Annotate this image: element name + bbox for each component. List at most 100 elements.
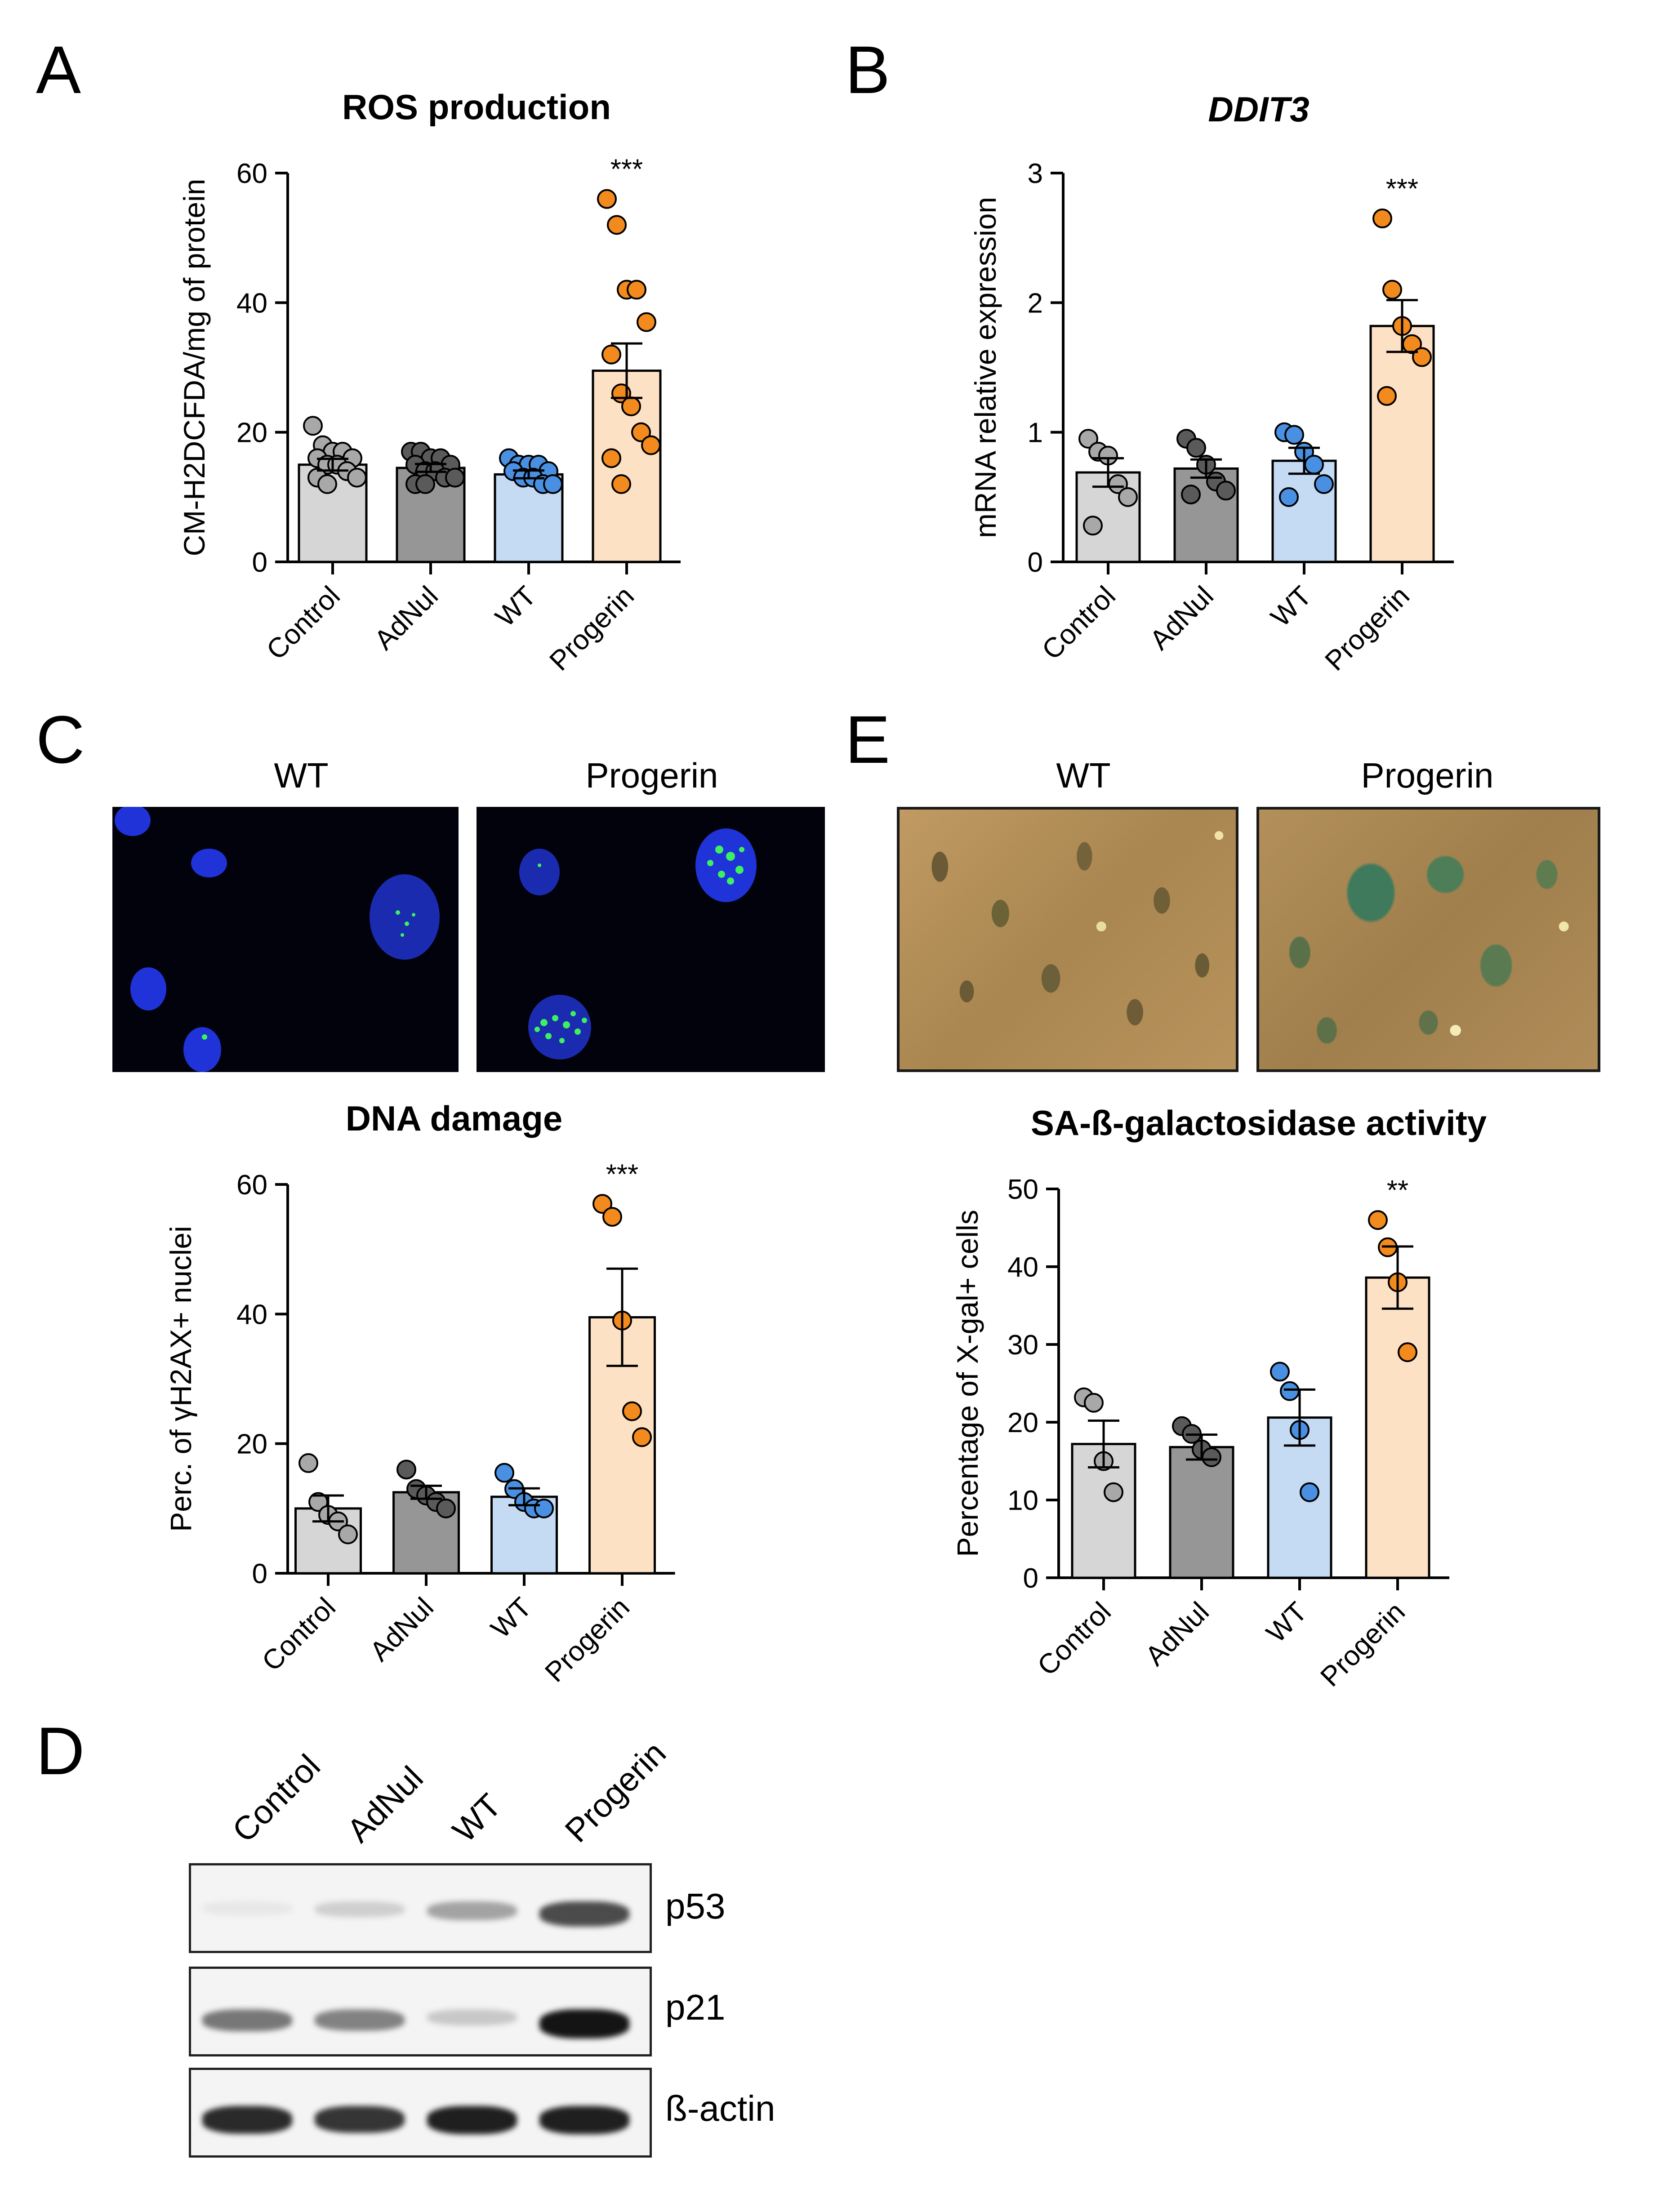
blot-strip-beta-actin [189,2068,652,2158]
dna-damage-focus [412,913,415,917]
y-tick-label: 2 [1028,288,1043,319]
data-point-progerin [601,344,621,365]
y-tick-label: 3 [1028,158,1043,189]
data-point-wt [1279,487,1299,507]
nucleus [191,849,227,877]
dna-damage-focus [535,1027,540,1032]
blot-strip-p53 [189,1863,652,1953]
data-point-control [298,1453,318,1473]
blot-band [202,2009,292,2032]
data-point-progerin [597,189,617,209]
y-tick-label: 30 [1007,1330,1038,1361]
y-tick-label: 0 [252,547,267,578]
dna-damage-focus [540,1019,548,1026]
blot-band [315,2009,405,2031]
x-tick-label-adnul: AdNul [1140,1596,1215,1672]
y-tick-label: 20 [236,1429,267,1460]
data-point-progerin [627,280,646,300]
image-c-left-label: WT [274,756,329,795]
data-point-wt [1304,454,1324,475]
x-tick-label-wt: WT [1261,1596,1313,1649]
blot-band [315,1901,405,1918]
nucleus [370,874,440,960]
dna-damage-focus [575,1028,581,1035]
x-tick-label-control: Control [1032,1596,1117,1682]
dna-damage-focus [707,860,713,866]
data-point-adnul [1181,485,1201,505]
data-point-progerin [602,1207,622,1227]
dna-damage-focus [715,846,723,854]
blot-label-p53: p53 [665,1886,726,1926]
data-point-progerin [622,1401,642,1421]
x-tick-label-progerin: Progerin [1314,1596,1411,1693]
dna-damage-focus [570,1011,576,1016]
y-axis-label-a: CM-H2DCFDA/mg of protein [178,179,211,556]
x-tick-label-wt: WT [1265,580,1318,633]
x-tick-label-adnul: AdNul [364,1592,440,1667]
dna-damage-focus [563,1021,570,1028]
data-point-wt [534,1498,554,1518]
panel-letter-d: D [36,1713,85,1789]
data-point-progerin [631,422,651,442]
data-point-adnul [396,1460,416,1480]
data-point-progerin [607,215,627,235]
y-tick-label: 20 [236,418,267,449]
dna-damage-focus [582,1018,587,1023]
bar-progerin [1365,1276,1430,1579]
data-point-progerin [1398,1342,1417,1362]
data-point-adnul [415,474,435,494]
nucleus [519,849,560,895]
immunofluorescence-wt-image [112,807,459,1072]
dna-damage-focus [401,933,404,937]
blot-band [427,1901,517,1921]
data-point-adnul [1216,481,1236,501]
data-point-progerin [637,312,656,332]
y-tick-label: 1 [1028,418,1043,449]
panel-letter-a: A [36,32,81,107]
data-point-progerin [611,474,631,494]
chart-title-a: ROS production [342,87,611,127]
y-tick-label: 0 [1028,547,1043,578]
significance-marker: *** [1386,174,1418,205]
blot-label-beta-actin: ß-actin [665,2088,775,2128]
image-e-left-label: WT [1056,756,1111,795]
y-tick-label: 50 [1007,1174,1038,1205]
nucleus [695,828,757,902]
data-point-progerin [592,1194,612,1214]
dna-damage-focus [405,921,409,926]
blot-band [539,1901,629,1927]
data-point-adnul [1186,438,1206,458]
significance-marker: ** [1387,1175,1408,1206]
data-point-progerin [1372,208,1392,228]
data-point-adnul [436,1498,456,1518]
x-tick-label-control: Control [261,580,346,666]
data-point-progerin [641,435,661,455]
y-tick-label: 0 [1023,1563,1038,1594]
data-point-control [1104,1482,1123,1502]
blot-band [202,1901,292,1916]
chart-title-e: SA-ß-galactosidase activity [1031,1103,1487,1143]
x-tick-label-progerin: Progerin [1319,580,1416,677]
dna-damage-focus [718,871,725,878]
nucleus [528,995,591,1059]
dna-damage-focus [202,1034,207,1040]
blot-strip-p21 [189,1967,652,2056]
dna-damage-focus [538,863,541,867]
x-tick-label-adnul: AdNul [1144,580,1220,656]
data-point-wt [1300,1482,1319,1502]
image-e-right-label: Progerin [1361,756,1494,795]
y-tick-label: 10 [1007,1485,1038,1516]
data-point-control [303,416,323,436]
x-tick-label-progerin: Progerin [539,1592,636,1688]
blot-band [539,2009,629,2038]
data-point-wt [1314,474,1334,494]
data-point-control [1118,487,1138,507]
xgal-wt-image [897,807,1238,1072]
blot-band [427,2009,517,2026]
panel-letter-b: B [845,32,891,107]
y-axis-label-e: Percentage of X-gal+ cells [951,1210,984,1557]
data-point-progerin [601,448,621,468]
data-point-control [1078,429,1098,449]
data-point-control [317,474,337,494]
